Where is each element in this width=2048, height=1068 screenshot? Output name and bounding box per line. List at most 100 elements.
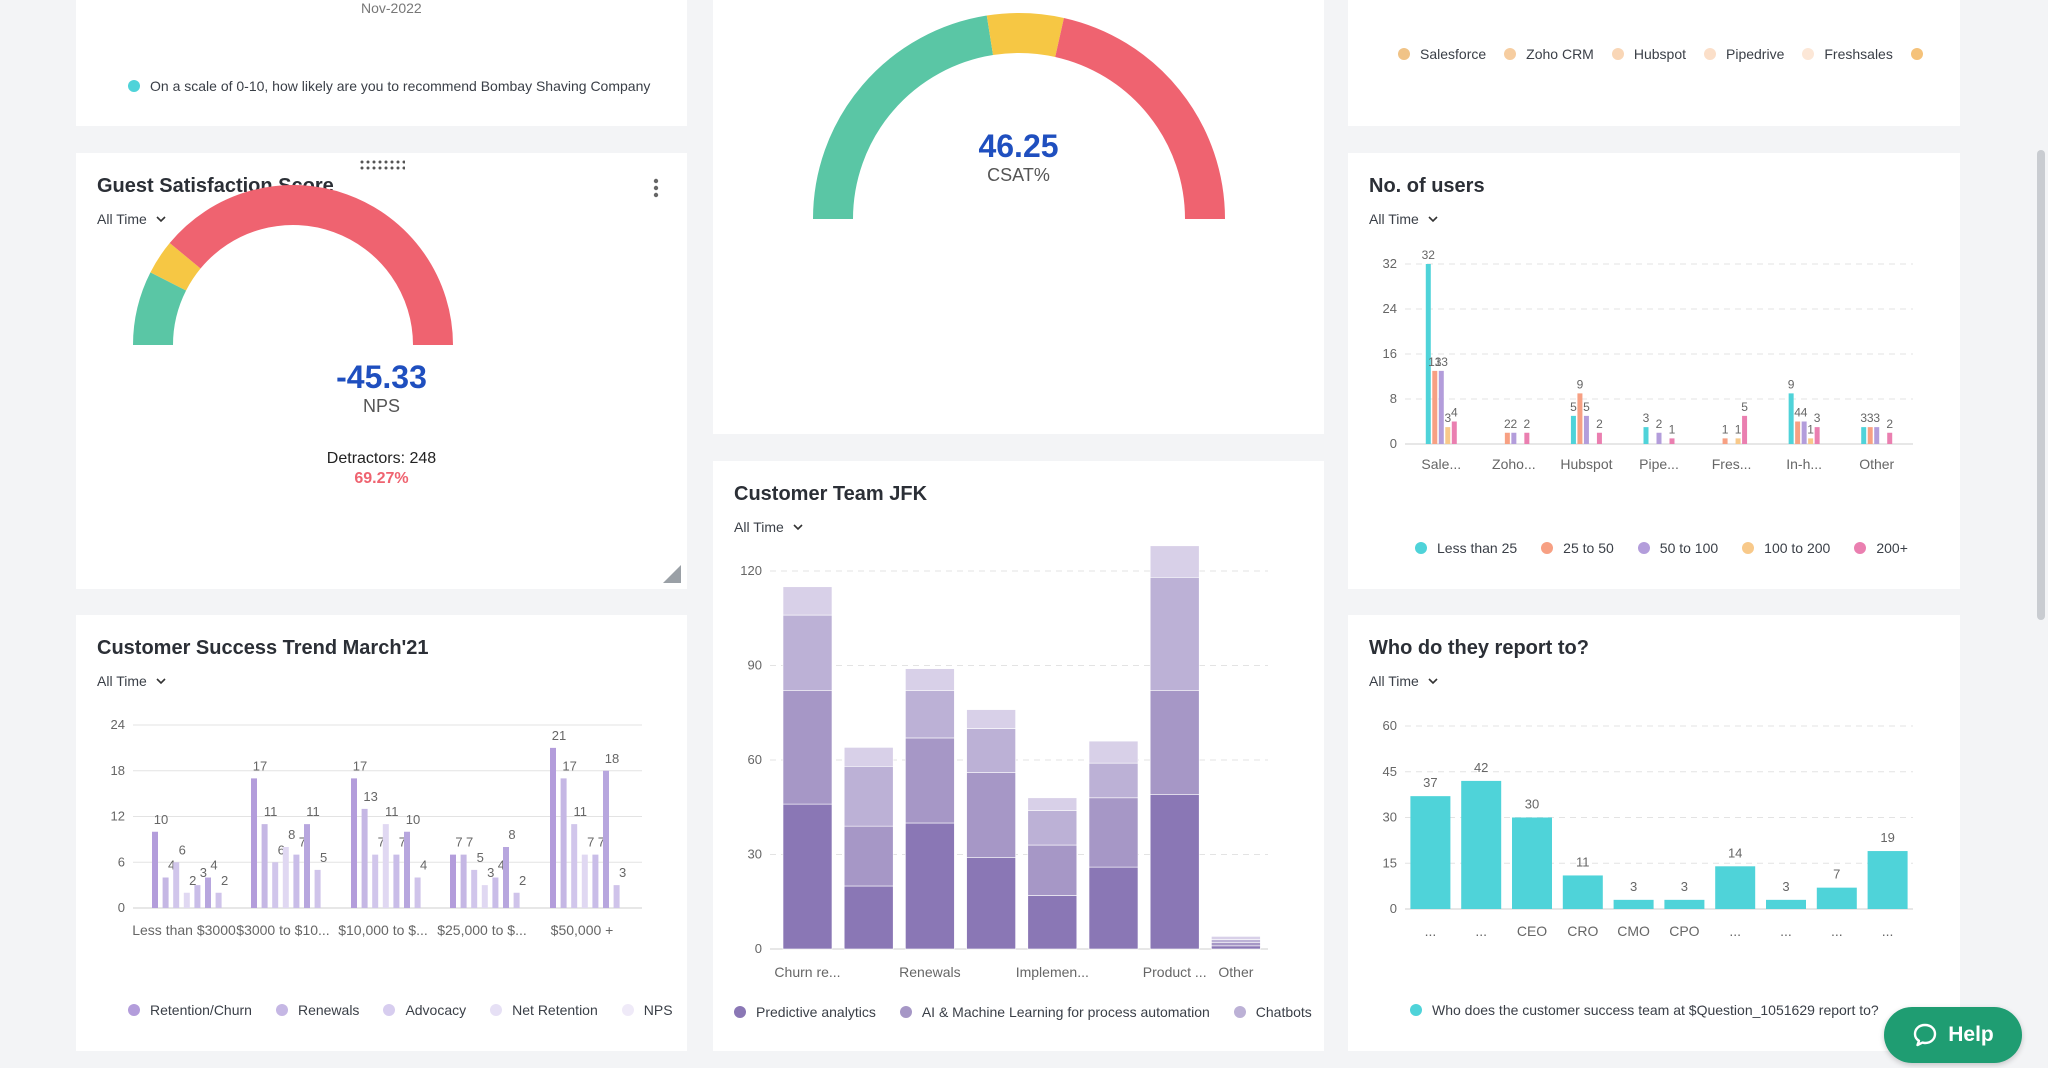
bar bbox=[1512, 817, 1552, 909]
legend-item[interactable]: Advocacy bbox=[383, 1002, 466, 1018]
legend-dot bbox=[128, 1004, 140, 1016]
x-tick-label: ... bbox=[1780, 923, 1792, 939]
more-options-icon[interactable] bbox=[653, 178, 659, 198]
legend-dot bbox=[1398, 48, 1410, 60]
scrollbar-thumb[interactable] bbox=[2037, 150, 2045, 620]
crm-legend: Salesforce Zoho CRM Hubspot Pipedrive Freshs… bbox=[1398, 46, 1951, 62]
time-filter[interactable]: All Time bbox=[734, 519, 804, 535]
stacked-bar-segment bbox=[966, 772, 1016, 858]
bar bbox=[1562, 875, 1603, 909]
legend-item[interactable]: Renewals bbox=[275, 1002, 359, 1018]
page-scrollbar[interactable] bbox=[2034, 0, 2048, 1068]
data-label: 7 bbox=[378, 835, 385, 850]
data-label: 7 bbox=[299, 835, 306, 850]
data-label: 3 bbox=[619, 865, 626, 880]
chevron-down-icon bbox=[156, 216, 166, 223]
time-filter[interactable]: All Time bbox=[1369, 211, 1439, 227]
data-label: 7 bbox=[598, 835, 605, 850]
legend-label: Advocacy bbox=[405, 1002, 467, 1018]
legend-item[interactable]: Predictive analytics bbox=[734, 1004, 876, 1020]
data-label: 10 bbox=[406, 812, 420, 827]
bar bbox=[1524, 432, 1530, 444]
data-label: 1 bbox=[1669, 422, 1676, 436]
stacked-bar-segment bbox=[905, 668, 955, 691]
bar bbox=[351, 778, 357, 908]
drag-handle-icon[interactable] bbox=[359, 159, 405, 171]
time-filter-label: All Time bbox=[97, 673, 147, 689]
time-filter[interactable]: All Time bbox=[97, 673, 167, 689]
legend-item[interactable]: Hubspot bbox=[1611, 46, 1686, 62]
data-label: 3 bbox=[1630, 879, 1637, 894]
data-label: 4 bbox=[1451, 406, 1458, 420]
data-label: 11 bbox=[306, 804, 320, 819]
data-label: 11 bbox=[264, 804, 278, 819]
legend-item[interactable]: 50 to 100 bbox=[1637, 540, 1719, 556]
legend-item[interactable]: Zoho CRM bbox=[1504, 46, 1594, 62]
legend-item[interactable] bbox=[1910, 48, 1933, 60]
legend-dot bbox=[1233, 1006, 1246, 1018]
y-tick-label: 30 bbox=[1383, 810, 1397, 825]
data-label: 11 bbox=[573, 804, 587, 819]
data-label: 4 bbox=[168, 858, 175, 873]
bar bbox=[282, 847, 289, 908]
data-label: 5 bbox=[1570, 400, 1577, 414]
legend-item[interactable]: AI & Machine Learning for process automa… bbox=[899, 1004, 1210, 1020]
legend-item[interactable]: 100 to 200 bbox=[1742, 540, 1830, 556]
data-label: 2 bbox=[519, 873, 526, 888]
legend-label: Chatbots bbox=[1255, 1004, 1312, 1020]
stacked-bar-segment bbox=[1149, 577, 1200, 692]
x-tick-label: In-h... bbox=[1786, 456, 1822, 472]
bar bbox=[1669, 438, 1675, 444]
legend-dot bbox=[128, 80, 140, 92]
bar bbox=[1438, 370, 1444, 444]
time-filter[interactable]: All Time bbox=[1369, 673, 1439, 689]
legend-label: Predictive analytics bbox=[756, 1004, 876, 1020]
data-label: 4 bbox=[210, 858, 217, 873]
x-tick-label: ... bbox=[1425, 923, 1437, 939]
stacked-bar-segment bbox=[1027, 844, 1078, 896]
legend-item[interactable]: NPS bbox=[621, 1002, 673, 1018]
bar bbox=[1410, 796, 1451, 909]
data-label: 8 bbox=[508, 827, 515, 842]
legend-item[interactable]: Salesforce bbox=[1398, 46, 1486, 62]
data-label: 2 bbox=[1596, 417, 1603, 431]
legend-dot bbox=[490, 1004, 503, 1016]
legend-label: Freshsales bbox=[1824, 46, 1893, 62]
bar bbox=[503, 847, 509, 908]
bar bbox=[1766, 899, 1806, 909]
time-filter[interactable]: All Time bbox=[97, 211, 167, 227]
stacked-bar-segment bbox=[966, 857, 1016, 950]
y-tick-label: 24 bbox=[1383, 301, 1397, 316]
legend-item[interactable]: Retention/Churn bbox=[128, 1002, 252, 1018]
legend-item[interactable]: Less than 25 bbox=[1415, 540, 1517, 556]
x-tick-label: CEO bbox=[1517, 923, 1547, 939]
crm-card: Salesforce Zoho CRM Hubspot Pipedrive Freshs… bbox=[1348, 0, 1960, 126]
chevron-down-icon bbox=[1428, 678, 1438, 685]
team-chart: 0 30 60 90 120 Churn re... Renewals Implemen...… bbox=[740, 545, 1268, 980]
bar bbox=[1808, 438, 1814, 444]
bar bbox=[1742, 415, 1748, 444]
bar bbox=[560, 778, 567, 908]
legend-label: Who does the customer success team at $Q… bbox=[1432, 1002, 1879, 1018]
legend-item[interactable]: 200+ bbox=[1854, 540, 1908, 556]
bar bbox=[361, 808, 368, 908]
data-label: 13 bbox=[1428, 355, 1442, 369]
x-tick-label: Fres... bbox=[1712, 456, 1752, 472]
x-tick-label: ... bbox=[1729, 923, 1741, 939]
legend-label: 50 to 100 bbox=[1659, 540, 1719, 556]
bar bbox=[571, 824, 578, 908]
y-tick-label: 60 bbox=[1383, 718, 1397, 733]
stacked-bar-segment bbox=[1211, 939, 1261, 943]
legend-item[interactable]: Net Retention bbox=[490, 1002, 598, 1018]
resize-handle-icon[interactable] bbox=[661, 563, 683, 585]
legend-item[interactable]: Pipedrive bbox=[1704, 46, 1784, 62]
legend-item[interactable]: Chatbots bbox=[1233, 1004, 1312, 1020]
trend-legend: Retention/Churn Renewals Advocacy Net Reten… bbox=[128, 1002, 687, 1018]
y-tick-label: 24 bbox=[111, 717, 125, 732]
y-tick-label: 90 bbox=[748, 658, 762, 673]
stacked-bar-segment bbox=[1027, 810, 1078, 846]
help-button[interactable]: Help bbox=[1884, 1007, 2022, 1063]
legend-item[interactable]: Freshsales bbox=[1802, 46, 1893, 62]
legend-item[interactable]: 25 to 50 bbox=[1541, 540, 1614, 556]
